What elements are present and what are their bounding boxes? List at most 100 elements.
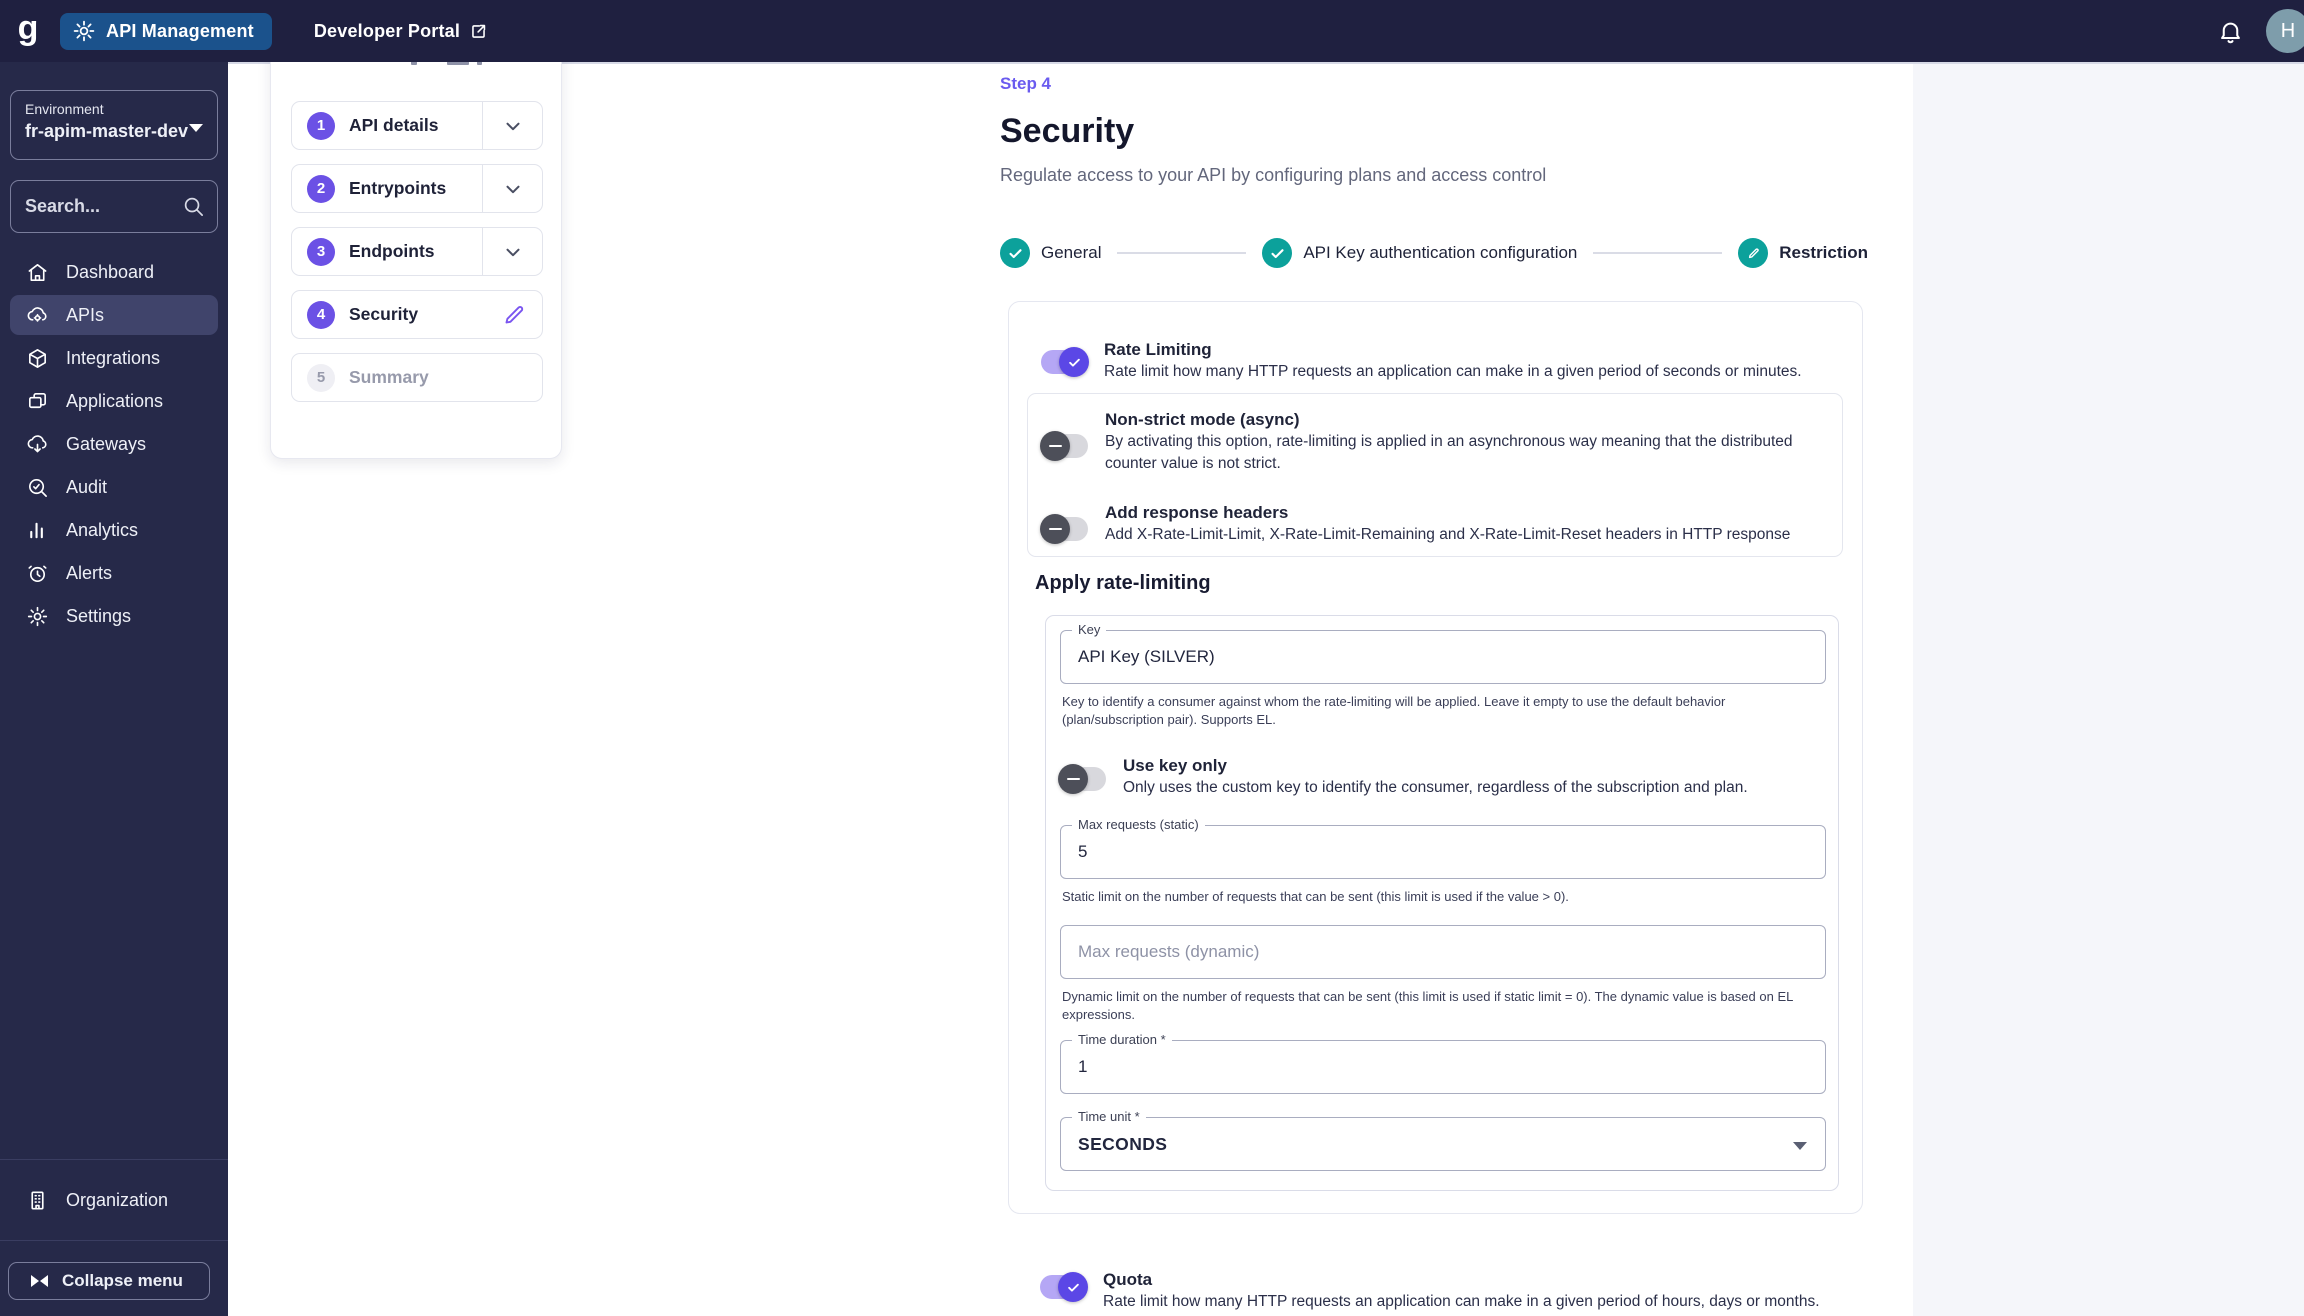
sidebar-org-block: Organization <box>10 1180 218 1223</box>
wizard-step-label: Summary <box>349 367 429 387</box>
quota-title: Quota <box>1103 1270 1153 1289</box>
windows-icon <box>29 392 46 408</box>
environment-value: fr-apim-master-dev <box>25 121 189 141</box>
collapse-menu-label: Collapse menu <box>62 1271 183 1290</box>
alarm-clock-icon <box>28 565 47 582</box>
progress-step-general[interactable]: General <box>1000 238 1101 268</box>
sidebar-item-label: Analytics <box>66 519 139 540</box>
quota-toggle[interactable] <box>1040 1272 1088 1302</box>
step-number-badge: 1 <box>307 111 335 140</box>
time-duration-input[interactable] <box>1061 1041 1825 1093</box>
sidebar-menu: Dashboard APIs Integrations Applications… <box>10 252 218 639</box>
use-key-only-toggle-row: Use key only Only uses the custom key to… <box>1058 754 1748 799</box>
sidebar-item-organization[interactable]: Organization <box>10 1180 218 1220</box>
sidebar-item-label: Organization <box>66 1189 169 1210</box>
progress-step-restriction[interactable]: Restriction <box>1738 238 1868 268</box>
time-unit-select[interactable]: Time unit * SECONDS <box>1060 1109 1826 1171</box>
use-key-only-title: Use key only <box>1123 756 1227 775</box>
step-number-badge: 2 <box>307 174 335 203</box>
key-helper-line1: Key to identify a consumer against whom … <box>1062 694 1726 709</box>
expand-step-button[interactable] <box>482 102 542 149</box>
wizard-step-entrypoints[interactable]: 2 Entrypoints <box>291 164 543 213</box>
sidebar-item-applications[interactable]: Applications <box>10 381 218 421</box>
rate-limiting-description: Rate limit how many HTTP requests an app… <box>1104 363 1802 380</box>
max-requests-dynamic-helper-line2: expressions. <box>1062 1007 1135 1022</box>
cloud-download-icon <box>27 434 47 452</box>
wizard-steps-card: 1 API details 2 Entrypoints <box>270 30 562 459</box>
wizard-step-label: Entrypoints <box>349 178 447 198</box>
sidebar-divider <box>0 1159 228 1160</box>
sidebar-item-label: Dashboard <box>66 261 155 282</box>
progress-connector <box>1117 252 1247 254</box>
content: 1 API details 2 Entrypoints <box>228 30 1913 1316</box>
notifications-bell-icon[interactable] <box>2217 18 2244 45</box>
use-key-only-description: Only uses the custom key to identify the… <box>1123 779 1748 796</box>
user-avatar[interactable]: H <box>2266 9 2304 53</box>
top-bar: g API Management Developer Portal <box>0 0 2304 62</box>
wizard-step-endpoints[interactable]: 3 Endpoints <box>291 227 543 276</box>
rate-limiting-form-group: Key Key to identify a consumer against w… <box>1045 615 1839 1191</box>
wizard-step-api-details[interactable]: 1 API details <box>291 101 543 150</box>
sidebar: Environment fr-apim-master-dev Dashboard… <box>0 62 228 1316</box>
time-unit-label: Time unit * <box>1072 1109 1146 1124</box>
non-strict-title: Non-strict mode (async) <box>1105 410 1300 429</box>
sidebar-item-integrations[interactable]: Integrations <box>10 338 218 378</box>
non-strict-description-line2: counter value is not strict. <box>1105 455 1281 472</box>
api-management-button[interactable]: API Management <box>60 12 272 50</box>
collapse-menu-button[interactable]: Collapse menu <box>8 1262 210 1300</box>
key-field: Key <box>1060 622 1826 684</box>
environment-selector[interactable]: Environment fr-apim-master-dev <box>10 90 218 160</box>
developer-portal-label: Developer Portal <box>313 20 461 41</box>
topbar-right: H <box>2217 9 2304 53</box>
edit-circle-icon <box>1738 238 1769 268</box>
developer-portal-link[interactable]: Developer Portal <box>314 21 488 42</box>
sidebar-item-apis[interactable]: APIs <box>10 295 218 335</box>
page-gutter <box>1913 64 2304 1316</box>
sidebar-divider <box>0 1240 228 1241</box>
max-requests-static-field: Max requests (static) <box>1060 817 1826 879</box>
key-input[interactable] <box>1061 631 1825 683</box>
progress-step-label: API Key authentication configuration <box>1303 243 1578 262</box>
page-subtitle: Regulate access to your API by configuri… <box>1000 165 1547 185</box>
search-input[interactable] <box>25 196 182 217</box>
max-requests-static-input[interactable] <box>1061 826 1825 878</box>
sidebar-item-label: Integrations <box>66 347 161 368</box>
clipped-text-remnant <box>271 57 561 67</box>
rate-limiting-panel: Rate Limiting Rate limit how many HTTP r… <box>1008 301 1863 1214</box>
cube-icon <box>29 348 46 368</box>
sidebar-item-label: Gateways <box>66 433 147 454</box>
sidebar-item-audit[interactable]: Audit <box>10 467 218 507</box>
gravitee-logo[interactable]: g <box>17 9 39 47</box>
gear-hex-icon <box>72 19 96 43</box>
wizard-step-summary[interactable]: 5 Summary <box>291 353 543 402</box>
sidebar-item-analytics[interactable]: Analytics <box>10 510 218 550</box>
sidebar-item-dashboard[interactable]: Dashboard <box>10 252 218 292</box>
expand-step-button[interactable] <box>482 165 542 212</box>
api-management-label: API Management <box>106 20 254 41</box>
rate-limiting-toggle[interactable] <box>1041 347 1089 377</box>
progress-connector <box>1593 252 1723 254</box>
step-number-badge: 5 <box>307 363 335 392</box>
wizard-step-security[interactable]: 4 Security <box>291 290 543 339</box>
sidebar-item-label: APIs <box>66 304 105 325</box>
step-number-badge: 4 <box>307 300 335 329</box>
use-key-only-toggle[interactable] <box>1058 764 1106 794</box>
expand-step-button[interactable] <box>482 228 542 275</box>
edit-step-button[interactable] <box>486 303 542 327</box>
progress-step-apikey-config[interactable]: API Key authentication configuration <box>1262 238 1577 268</box>
key-helper-line2: (plan/subscription pair). Supports EL. <box>1062 712 1276 727</box>
response-headers-toggle[interactable] <box>1040 514 1088 544</box>
sidebar-item-gateways[interactable]: Gateways <box>10 424 218 464</box>
response-headers-description: Add X-Rate-Limit-Limit, X-Rate-Limit-Rem… <box>1105 526 1791 543</box>
search-icon <box>184 197 203 216</box>
step-indicator: Step 4 <box>1000 74 1052 93</box>
sidebar-item-alerts[interactable]: Alerts <box>10 553 218 593</box>
sidebar-item-settings[interactable]: Settings <box>10 596 218 636</box>
max-requests-dynamic-field <box>1060 925 1826 979</box>
wizard-step-label: API details <box>349 115 439 135</box>
max-requests-dynamic-input[interactable] <box>1061 926 1825 978</box>
non-strict-toggle[interactable] <box>1040 431 1088 461</box>
max-requests-dynamic-helper-line1: Dynamic limit on the number of requests … <box>1062 989 1794 1004</box>
quota-description: Rate limit how many HTTP requests an app… <box>1103 1293 1820 1310</box>
progress-step-label: Restriction <box>1779 243 1869 262</box>
